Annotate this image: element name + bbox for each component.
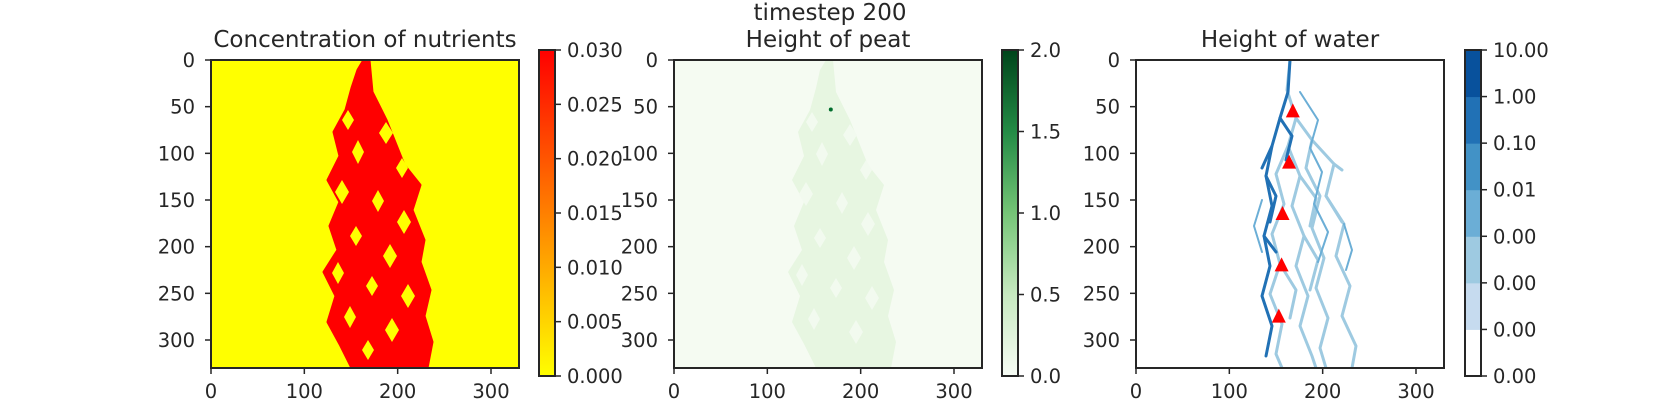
water-marker-triangle: [1274, 257, 1289, 272]
water-y-tick-label: 250: [1083, 282, 1120, 305]
peat-colorbar-tick-label: 1.5: [1030, 121, 1061, 144]
peat-colorbar: [1001, 49, 1019, 377]
water-markers: [1271, 103, 1300, 323]
nutrients-y-tick-label: 50: [170, 96, 195, 119]
nutrients-colorbar-tick-label: 0.000: [567, 365, 623, 388]
water-streams-mid: [1253, 91, 1353, 271]
peat-y-tick-label: 50: [633, 96, 658, 119]
nutrients-ticks: 0 100 200 300 0 50 100 150 200 250 300: [158, 49, 510, 403]
water-colorbar-level: [1465, 236, 1481, 284]
nutrients-colorbar: [538, 49, 556, 377]
water-y-tick-label: 0: [1108, 49, 1120, 72]
nutrients-y-tick-label: 300: [158, 329, 195, 352]
water-y-tick-label: 300: [1083, 329, 1120, 352]
nutrients-colorbar-tick-label: 0.030: [567, 39, 623, 62]
water-colorbar-tick-label: 0.00: [1493, 365, 1536, 388]
nutrients-y-tick-label: 0: [183, 49, 195, 72]
water-marker-triangle: [1282, 154, 1297, 169]
water-colorbar-level: [1465, 189, 1481, 237]
peat-x-tick-label: 100: [749, 380, 786, 403]
water-colorbar-level: [1465, 96, 1481, 144]
water-colorbar-tick-label: 0.00: [1493, 225, 1536, 248]
nutrients-colorbar-tick-label: 0.010: [567, 256, 623, 279]
water-y-tick-label: 50: [1095, 96, 1120, 119]
water-colorbar-tick-label: 0.01: [1493, 179, 1536, 202]
peat-peak-point: [828, 107, 833, 112]
water-colorbar-tick-label: 0.10: [1493, 132, 1536, 155]
nutrients-panel: Concentration of nutrients: [158, 27, 623, 403]
nutrients-x-tick-label: 300: [472, 380, 509, 403]
water-colorbar-tick-label: 10.00: [1493, 39, 1549, 62]
peat-y-tick-label: 250: [621, 282, 658, 305]
water-x-tick-label: 100: [1211, 380, 1248, 403]
water-x-tick-label: 200: [1304, 380, 1341, 403]
water-background: [1136, 60, 1444, 368]
water-colorbar-ticks: 0.00 0.00 0.00 0.00 0.01 0.10 1.00 10.00: [1481, 39, 1549, 388]
water-panel: Height of water: [1083, 27, 1549, 403]
water-marker-triangle: [1275, 206, 1290, 220]
peat-title: Height of peat: [746, 27, 911, 53]
peat-colorbar-tick-label: 0.5: [1030, 284, 1061, 307]
peat-y-tick-label: 300: [621, 329, 658, 352]
peat-y-tick-label: 200: [621, 236, 658, 259]
water-y-tick-label: 200: [1083, 236, 1120, 259]
figure-suptitle: timestep 200: [753, 0, 907, 26]
water-x-tick-label: 0: [1130, 380, 1142, 403]
peat-x-tick-label: 300: [935, 380, 972, 403]
water-frame: [1135, 59, 1445, 369]
nutrients-y-tick-label: 100: [158, 142, 195, 165]
water-streams-dark: [1260, 60, 1294, 358]
nutrients-y-tick-label: 250: [158, 282, 195, 305]
peat-colorbar-tick-label: 2.0: [1030, 39, 1061, 62]
peat-channel-texture: [796, 112, 879, 344]
nutrients-title: Concentration of nutrients: [213, 27, 516, 53]
nutrients-colorbar-tick-label: 0.025: [567, 93, 623, 116]
water-title: Height of water: [1201, 27, 1380, 53]
peat-y-tick-label: 100: [621, 142, 658, 165]
water-ticks: 0 100 200 300 0 50 100 150 200 250 300: [1083, 49, 1435, 403]
water-colorbar-level: [1465, 329, 1481, 377]
nutrients-colorbar-tick-label: 0.020: [567, 148, 623, 171]
water-colorbar-tick-label: 0.00: [1493, 318, 1536, 341]
nutrients-colorbar-ticks: 0.000 0.005 0.010 0.015 0.020 0.025 0.030: [555, 39, 623, 388]
peat-colorbar-ticks: 0.0 0.5 1.0 1.5 2.0: [1018, 39, 1061, 388]
water-colorbar-level: [1465, 50, 1481, 98]
water-x-tick-label: 300: [1397, 380, 1434, 403]
water-y-tick-label: 150: [1083, 189, 1120, 212]
water-y-tick-label: 100: [1083, 142, 1120, 165]
nutrients-y-tick-label: 150: [158, 189, 195, 212]
water-colorbar-tick-label: 0.00: [1493, 272, 1536, 295]
water-colorbar-tick-label: 1.00: [1493, 86, 1536, 109]
peat-ticks: 0 100 200 300 0 50 100 150 200 250 300: [621, 49, 973, 403]
water-colorbar-level: [1465, 282, 1481, 330]
nutrients-colorbar-tick-label: 0.005: [567, 311, 623, 334]
peat-y-tick-label: 150: [621, 189, 658, 212]
peat-panel: Height of peat: [621, 27, 1061, 403]
peat-x-tick-label: 200: [842, 380, 879, 403]
water-colorbar: [1465, 50, 1481, 377]
nutrients-frame: [210, 59, 520, 369]
water-colorbar-frame: [1464, 49, 1482, 377]
water-colorbar-level: [1465, 143, 1481, 191]
nutrients-y-tick-label: 200: [158, 236, 195, 259]
nutrients-x-tick-label: 100: [286, 380, 323, 403]
peat-x-tick-label: 0: [668, 380, 680, 403]
peat-colorbar-tick-label: 1.0: [1030, 202, 1061, 225]
peat-colorbar-tick-label: 0.0: [1030, 365, 1061, 388]
peat-frame: [673, 59, 983, 369]
nutrients-x-tick-label: 0: [205, 380, 217, 403]
peat-y-tick-label: 0: [646, 49, 658, 72]
water-marker-triangle: [1271, 308, 1286, 323]
nutrients-channel-holes: [332, 110, 415, 360]
nutrients-x-tick-label: 200: [379, 380, 416, 403]
nutrients-colorbar-tick-label: 0.015: [567, 202, 623, 225]
water-marker-triangle: [1285, 103, 1300, 118]
